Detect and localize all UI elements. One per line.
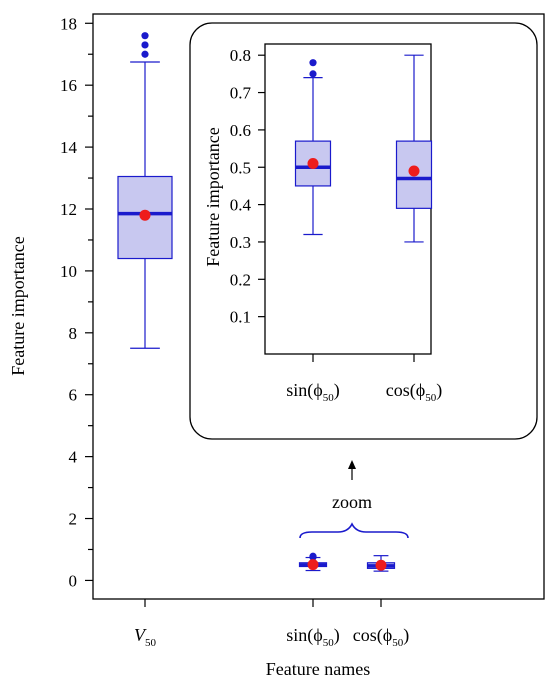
inset-x-tick-label: sin(ϕ50)	[286, 380, 339, 404]
inset-x-axis: sin(ϕ50) cos(ϕ50)	[286, 354, 442, 404]
main-y-axis-title: Feature importance	[8, 236, 28, 375]
main-y-tick-label: 16	[60, 76, 77, 95]
main-y-tick-label: 4	[69, 448, 78, 467]
inset-y-axis-title: Feature importance	[203, 127, 223, 266]
zoom-brace	[299, 522, 409, 539]
inset-y-tick-label: 0.1	[230, 308, 251, 327]
main-box-1-outlier-point	[141, 32, 149, 40]
inset-box-1-outlier-point	[309, 59, 317, 67]
inset-y-tick-label: 0.4	[230, 196, 252, 215]
main-x-tick-label: sin(ϕ50)	[286, 625, 339, 649]
main-y-tick-label: 8	[69, 324, 78, 343]
main-box-2-outlier-point	[309, 552, 317, 560]
main-y-tick-label: 10	[60, 262, 77, 281]
inset-panel	[189, 22, 538, 440]
inset-chart: 0.1 0.2 0.3 0.4 0.5 0.6 0.7 0.8 sin(ϕ50) cos(ϕ50…	[189, 22, 538, 440]
inset-y-tick-label: 0.5	[230, 158, 251, 177]
inset-y-tick-label: 0.3	[230, 233, 251, 252]
zoom-annotation: zoom	[299, 460, 409, 539]
inset-y-tick-label: 0.6	[230, 121, 251, 140]
main-x-tick-label: V50	[134, 625, 157, 649]
zoom-arrow-head	[348, 460, 356, 469]
main-y-tick-label: 2	[69, 510, 78, 529]
main-boxes	[117, 32, 396, 572]
main-y-tick-label: 18	[60, 14, 77, 33]
main-y-tick-label: 6	[69, 386, 78, 405]
zoom-label: zoom	[332, 492, 372, 512]
main-y-tick-label: 14	[60, 138, 78, 157]
inset-box-1-outlier-point	[309, 70, 317, 78]
inset-box-2-mean-marker	[408, 165, 420, 177]
main-chart: 0 2 4 6 8 10 12 14 16 18 V50 sin(ϕ50) cos(ϕ50) Feat…	[8, 13, 545, 679]
inset-y-axis: 0.1 0.2 0.3 0.4 0.5 0.6 0.7 0.8	[230, 46, 265, 327]
inset-box-1-mean-marker	[307, 158, 319, 170]
inset-y-tick-label: 0.8	[230, 46, 251, 65]
main-plot-frame	[92, 13, 545, 600]
inset-y-tick-label: 0.7	[230, 84, 252, 103]
main-box-1-mean-marker	[139, 209, 151, 221]
main-x-axis: V50 sin(ϕ50) cos(ϕ50)	[134, 599, 409, 649]
main-y-tick-label: 0	[69, 571, 78, 590]
main-box-3-mean-marker	[375, 559, 387, 571]
inset-y-tick-label: 0.2	[230, 270, 251, 289]
main-x-axis-title: Feature names	[266, 659, 370, 679]
main-box-2-mean-marker	[307, 559, 319, 571]
main-y-axis: 0 2 4 6 8 10 12 14 16 18	[60, 14, 93, 590]
main-box-1-outlier-point	[141, 50, 149, 58]
main-box-1-outlier-point	[141, 41, 149, 49]
main-y-tick-label: 12	[60, 200, 77, 219]
inset-x-tick-label: cos(ϕ50)	[386, 380, 442, 404]
main-x-tick-label: cos(ϕ50)	[353, 625, 409, 649]
inset-boxes	[294, 54, 433, 243]
